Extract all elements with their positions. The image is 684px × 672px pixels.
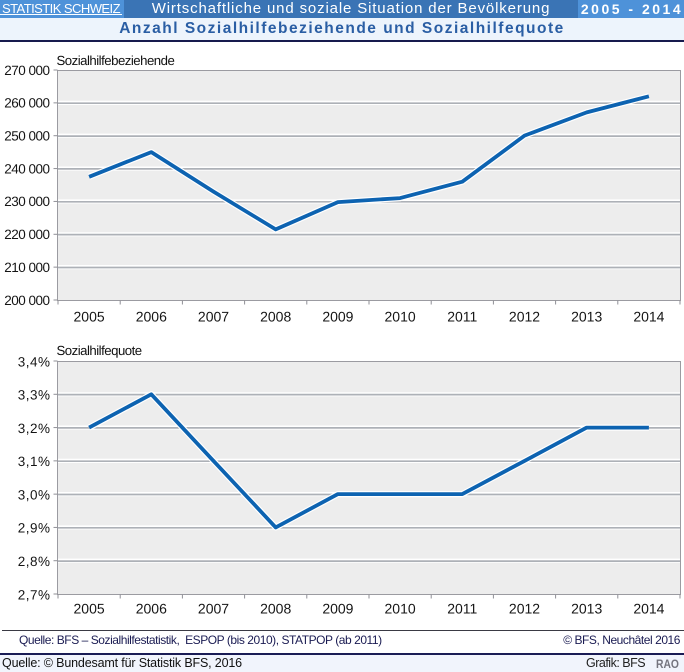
svg-text:3,4%: 3,4% — [18, 354, 51, 369]
svg-text:2009: 2009 — [322, 600, 353, 616]
svg-text:270 000: 270 000 — [4, 63, 49, 78]
svg-text:2013: 2013 — [571, 600, 602, 616]
svg-text:240 000: 240 000 — [4, 161, 49, 176]
svg-text:2005: 2005 — [74, 600, 105, 616]
svg-text:2014: 2014 — [633, 600, 664, 616]
svg-text:2011: 2011 — [447, 309, 477, 325]
svg-text:2,9%: 2,9% — [18, 521, 51, 536]
svg-text:250 000: 250 000 — [4, 129, 49, 144]
svg-text:260 000: 260 000 — [4, 96, 49, 111]
svg-text:3,0%: 3,0% — [18, 487, 51, 502]
svg-text:230 000: 230 000 — [4, 194, 49, 209]
svg-text:2006: 2006 — [136, 600, 167, 616]
svg-text:220 000: 220 000 — [4, 227, 49, 242]
svg-text:2013: 2013 — [571, 309, 602, 325]
svg-text:2006: 2006 — [136, 309, 167, 325]
svg-text:2005: 2005 — [74, 309, 105, 325]
svg-text:2014: 2014 — [633, 309, 664, 325]
svg-text:Sozialhilfequote: Sozialhilfequote — [57, 343, 142, 358]
svg-text:2,7%: 2,7% — [18, 587, 51, 602]
svg-text:3,3%: 3,3% — [18, 388, 51, 403]
svg-text:2012: 2012 — [509, 309, 540, 325]
svg-text:210 000: 210 000 — [4, 260, 49, 275]
svg-text:2010: 2010 — [385, 309, 416, 325]
svg-text:Sozialhilfebeziehende: Sozialhilfebeziehende — [57, 53, 175, 68]
svg-text:3,2%: 3,2% — [18, 421, 51, 436]
svg-text:200 000: 200 000 — [4, 293, 49, 308]
svg-text:2011: 2011 — [447, 600, 477, 616]
svg-text:2008: 2008 — [260, 309, 291, 325]
svg-text:2010: 2010 — [385, 600, 416, 616]
svg-text:2012: 2012 — [509, 600, 540, 616]
svg-text:2008: 2008 — [260, 600, 291, 616]
svg-text:2,8%: 2,8% — [18, 554, 51, 569]
svg-text:2007: 2007 — [198, 309, 229, 325]
svg-text:3,1%: 3,1% — [18, 454, 51, 469]
svg-text:2009: 2009 — [322, 309, 353, 325]
svg-text:2007: 2007 — [198, 600, 229, 616]
